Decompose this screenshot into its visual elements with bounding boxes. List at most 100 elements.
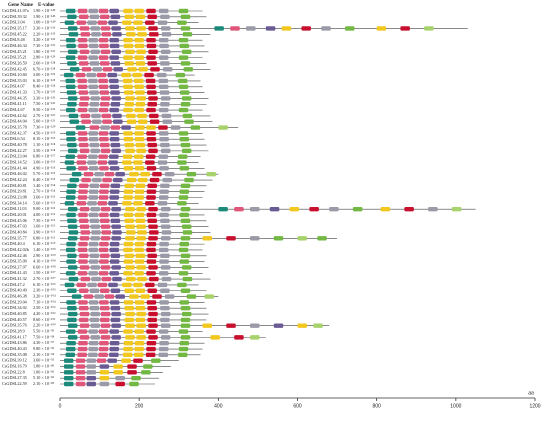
motif-box	[99, 375, 110, 381]
motif-box	[79, 49, 90, 54]
gene-name: CsGDSL42.02b	[2, 247, 29, 252]
motif-box	[88, 271, 98, 276]
evalue: 7.10 × 10⁻¹⁰⁴	[33, 299, 56, 304]
motif-box	[158, 78, 169, 84]
gene-name: CsGDSL39.12	[2, 358, 27, 363]
motif-box	[104, 171, 115, 177]
evalue: 1.50 × 10⁻¹⁰⁷	[33, 270, 56, 275]
x-tick-label: 200	[135, 403, 144, 409]
motif-box	[78, 189, 88, 194]
motif-box	[113, 364, 123, 369]
motif-box	[86, 358, 97, 363]
motif-box	[160, 306, 170, 311]
motif-box	[147, 218, 157, 224]
motif-box	[134, 271, 144, 276]
motif-box	[150, 67, 160, 72]
motif-box	[164, 171, 175, 177]
motif-box	[89, 14, 100, 20]
motif-box	[246, 26, 256, 31]
motif-box	[63, 381, 74, 387]
motif-box	[89, 218, 100, 224]
motif-box	[180, 253, 191, 258]
motif-box	[77, 55, 88, 60]
motif-box	[134, 43, 145, 49]
motif-box	[122, 20, 132, 25]
gene-name: CsGDSL4.67	[2, 107, 25, 112]
motif-box	[111, 311, 121, 317]
motif-box	[90, 206, 100, 212]
motif-box	[145, 352, 156, 358]
motif-box	[65, 55, 76, 60]
motif-box	[182, 32, 193, 37]
motif-box	[88, 189, 99, 194]
motif-box	[206, 171, 216, 177]
motif-box	[179, 137, 190, 142]
motif-box	[79, 236, 90, 241]
motif-box	[138, 67, 148, 72]
motif-box	[65, 247, 76, 253]
motif-box	[111, 335, 121, 340]
motif-box	[65, 329, 76, 334]
motif-box	[66, 300, 76, 305]
motif-box	[109, 43, 120, 49]
motif-box	[126, 177, 137, 183]
motif-box	[180, 61, 191, 66]
motif-box	[135, 317, 146, 323]
motif-box	[79, 306, 89, 311]
motif-box	[121, 125, 131, 130]
motif-box	[122, 352, 133, 358]
gene-name: CsGDSL3.04	[2, 20, 26, 25]
gene-name: CsGDSL45.06	[2, 218, 27, 223]
evalue: 3.30 × 10⁻¹³⁶	[33, 25, 56, 30]
motif-box	[79, 265, 90, 270]
motif-box	[160, 61, 170, 66]
motif-box	[88, 241, 99, 247]
motif-box	[135, 288, 146, 293]
motif-box	[143, 364, 153, 369]
motif-box	[186, 171, 197, 177]
motif-box	[145, 160, 155, 165]
motif-box	[190, 125, 201, 130]
motif-box	[148, 224, 158, 229]
motif-box	[179, 341, 190, 346]
motif-box	[123, 189, 134, 194]
motif-box	[160, 288, 170, 293]
motif-box	[127, 370, 137, 375]
motif-box	[79, 311, 90, 317]
motif-box	[133, 160, 143, 165]
motif-box	[110, 317, 121, 323]
gene-name: CsGDSL46.34	[2, 43, 28, 48]
motif-box	[124, 218, 135, 224]
motif-box	[145, 282, 155, 288]
motif-box	[297, 323, 307, 328]
motif-box	[160, 253, 170, 258]
motif-box	[90, 224, 100, 229]
motif-box	[109, 346, 119, 352]
gene-name: CsGDSL47.03	[2, 224, 27, 229]
motif-box	[281, 26, 292, 31]
motif-box	[177, 20, 187, 25]
gene-name: CsGDSL35.21	[2, 55, 27, 60]
motif-box	[181, 148, 192, 154]
motif-box	[98, 346, 109, 352]
motif-box	[79, 183, 89, 189]
motif-box	[67, 14, 77, 20]
evalue: 6.70 × 10⁻¹²⁸	[33, 66, 56, 71]
motif-box	[404, 206, 414, 212]
evalue: 2.10 × 10⁻⁹⁴	[33, 352, 55, 357]
motif-box	[134, 241, 145, 247]
motif-box	[109, 259, 120, 264]
evalue: 3.50 × 10⁻¹¹⁸	[33, 148, 56, 153]
motif-box	[149, 32, 159, 37]
motif-box	[88, 107, 98, 113]
motif-box	[100, 323, 111, 328]
x-tick-label: 1200	[529, 403, 540, 409]
motif-box	[92, 67, 102, 72]
motif-box	[81, 67, 92, 72]
motif-box	[161, 32, 172, 37]
motif-box	[147, 183, 157, 189]
motif-box	[80, 230, 91, 235]
motif-box	[67, 218, 77, 224]
motif-box	[134, 78, 144, 84]
motif-box	[89, 102, 100, 107]
